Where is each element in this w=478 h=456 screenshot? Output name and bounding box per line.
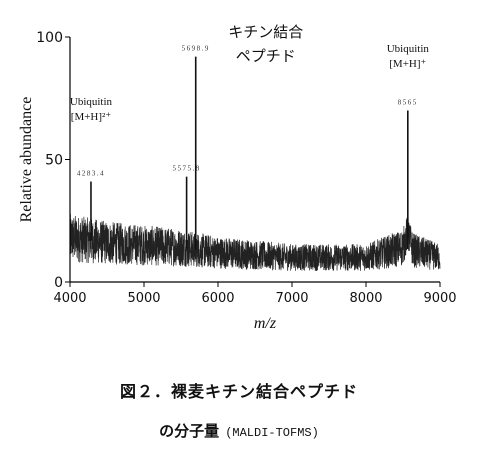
annotation-label: [M+H]⁺ (389, 58, 426, 70)
y-axis-label: Relative abundance (18, 97, 35, 223)
peak-label: 5698.9 (182, 45, 210, 53)
annotations: Ubiquitin [M+H]²⁺ キチン結合ペプチド Ubiquitin [M+H]⁺ (70, 23, 430, 123)
peak-label: 5575.8 (172, 165, 200, 173)
peak-label: 8565 (398, 99, 418, 107)
spectrum-trace (69, 213, 441, 271)
plot-area: 4283.4 5575.8 5698.9 8565 (69, 45, 441, 271)
caption-technique: (MALDI-TOFMS) (225, 426, 319, 440)
figure-caption-line2: の分子量 (MALDI-TOFMS) (0, 420, 478, 441)
figure-caption-line1: 図２．裸麦キチン結合ペプチド (119, 382, 358, 401)
y-tick-label: 0 (54, 275, 63, 291)
y-tick-label: 100 (36, 30, 63, 46)
x-tick-label: 5000 (127, 291, 160, 306)
mass-spectrum-chart: 4283.4 5575.8 5698.9 8565 0 50 100 4000 5000 600… (18, 23, 457, 332)
x-tick-label: 9000 (423, 291, 456, 306)
x-axis-label: m/z (254, 315, 277, 332)
annotation-label: ペプチド (236, 47, 296, 65)
annotation-label: Ubiquitin (387, 43, 430, 55)
axes: 0 50 100 4000 5000 6000 7000 8000 9000 m/z Relativ… (18, 30, 457, 332)
caption-main-text: の分子量 (159, 422, 220, 440)
peak-label: 4283.4 (77, 170, 105, 178)
annotation-label: [M+H]²⁺ (71, 111, 112, 123)
x-tick-label: 6000 (201, 291, 234, 306)
x-tick-label: 7000 (275, 291, 308, 306)
annotation-label: キチン結合 (228, 23, 303, 41)
annotation-label: Ubiquitin (70, 96, 113, 108)
x-tick-label: 4000 (53, 291, 86, 306)
y-tick-label: 50 (45, 153, 63, 169)
x-tick-label: 8000 (349, 291, 382, 306)
